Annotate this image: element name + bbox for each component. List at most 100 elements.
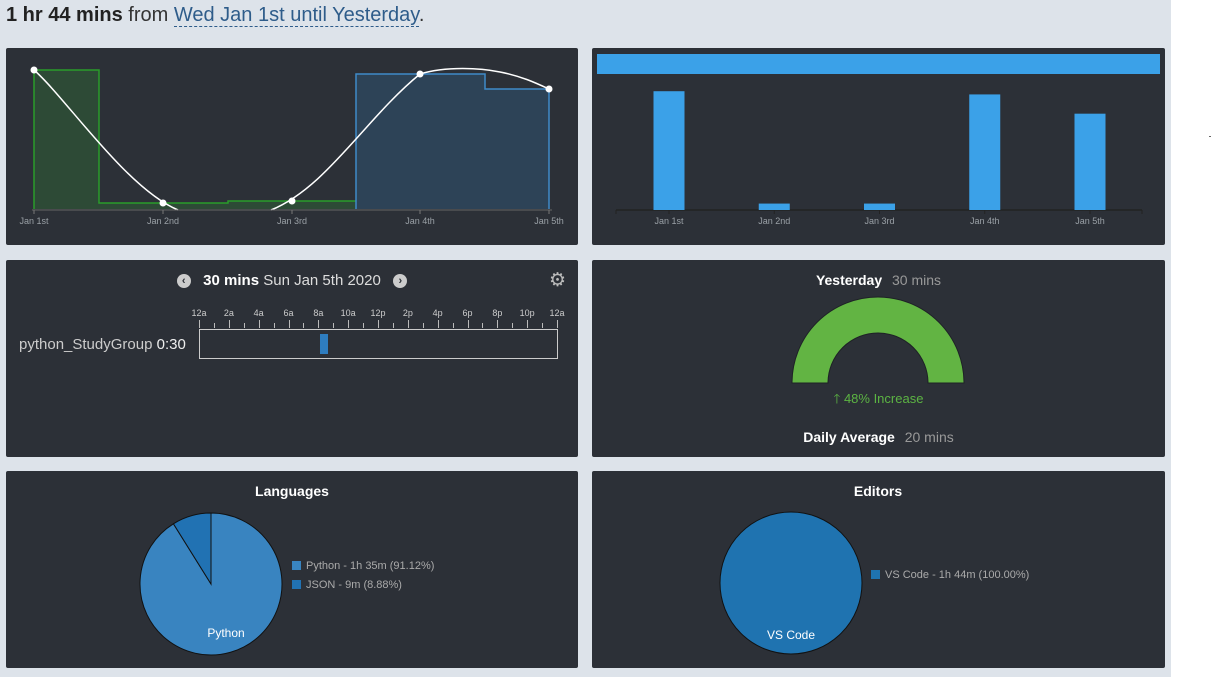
hour-label: 6a xyxy=(283,308,294,318)
change-text: 48% Increase xyxy=(843,391,924,406)
change-row: 🡑 48% Increase xyxy=(592,390,1165,412)
gauge-track xyxy=(792,297,964,383)
hour-tick xyxy=(527,320,529,328)
hour-axis: 12a 2a 4a 6a 8a 10a 12p 2p 4p 6p 8p 10p 12a xyxy=(191,308,565,330)
timeline-panel: ‹ 30 mins Sun Jan 5th 2020 › ⚙ 12a 2a 4a 6a… xyxy=(6,260,578,457)
hour-tick xyxy=(228,320,230,328)
gear-icon[interactable]: ⚙ xyxy=(549,270,567,291)
hour-label: 12p xyxy=(370,308,386,318)
daily-bar[interactable] xyxy=(969,94,1001,210)
daily-bar[interactable] xyxy=(653,91,685,210)
hour-tick xyxy=(557,320,558,328)
hour-label: 12a xyxy=(191,308,207,318)
summary-header: 1 hr 44 mins from Wed Jan 1st until Yest… xyxy=(6,4,424,27)
average-label: Daily Average xyxy=(803,429,895,445)
languages-slice-label: Python xyxy=(207,626,244,640)
activity-tick-label: Jan 3rd xyxy=(277,216,307,226)
from-text: from xyxy=(128,4,169,26)
period: . xyxy=(418,4,425,26)
hour-tick xyxy=(273,323,275,328)
activity-trend-line xyxy=(33,67,550,211)
chevron-right-icon[interactable]: › xyxy=(393,274,408,288)
hour-tick xyxy=(199,320,200,328)
hour-label: 4a xyxy=(253,308,264,318)
languages-title: Languages xyxy=(255,483,329,499)
activity-tick-label: Jan 1st xyxy=(19,216,49,226)
legend-swatch xyxy=(292,561,301,570)
bar-tick-label: Jan 3rd xyxy=(864,216,894,226)
legend-item-python[interactable]: Python - 1h 35m (91.12%) xyxy=(292,560,434,579)
daily-bar[interactable] xyxy=(758,203,790,210)
hour-label: 4p xyxy=(432,308,443,318)
yesterday-row: Yesterday 30 mins xyxy=(592,272,1165,288)
legend-swatch xyxy=(871,570,880,579)
legend-swatch xyxy=(292,580,301,589)
pie-slice-vs-code[interactable] xyxy=(719,511,863,655)
activity-chart-panel: Jan 1st Jan 2nd Jan 3rd Jan 4th Jan 5th xyxy=(6,48,578,245)
timeline-date: Sun Jan 5th 2020 xyxy=(263,272,381,289)
activity-point-jan2 xyxy=(159,199,167,207)
hour-tick xyxy=(422,323,424,328)
legend-text: VS Code - 1h 44m (100.00%) xyxy=(885,569,1030,581)
stray-mark xyxy=(1209,136,1211,137)
activity-point-jan5 xyxy=(545,85,553,93)
daily-bar[interactable] xyxy=(864,203,895,210)
hour-tick xyxy=(243,323,245,328)
hour-tick xyxy=(318,320,320,328)
total-time: 1 hr 44 mins xyxy=(6,4,123,26)
comparison-panel: Yesterday 30 mins 🡑 48% Increase Daily A… xyxy=(592,260,1165,457)
hour-tick xyxy=(333,323,335,328)
hour-label: 2p xyxy=(402,308,413,318)
project-name: python_StudyGroup xyxy=(19,336,153,353)
legend-item-vs-code[interactable]: VS Code - 1h 44m (100.00%) xyxy=(871,569,1029,588)
editors-slice-label: VS Code xyxy=(767,628,815,642)
hour-label: 10a xyxy=(340,308,356,318)
timeline-header: ‹ 30 mins Sun Jan 5th 2020 › xyxy=(6,272,578,289)
hour-tick xyxy=(303,323,305,328)
languages-legend: Python - 1h 35m (91.12%) JSON - 9m (8.88… xyxy=(292,560,434,598)
hour-tick xyxy=(437,320,439,328)
hour-tick xyxy=(258,320,260,328)
gauge-fill xyxy=(791,296,965,384)
hour-tick xyxy=(407,320,409,328)
hour-label: 6p xyxy=(462,308,473,318)
bar-tick-label: Jan 4th xyxy=(970,216,1000,226)
average-row: Daily Average 20 mins xyxy=(592,429,1165,445)
hour-tick xyxy=(452,323,454,328)
bars-top-strip xyxy=(597,54,1160,74)
hour-tick xyxy=(348,320,350,328)
editors-title: Editors xyxy=(853,483,903,499)
hour-tick xyxy=(482,323,484,328)
hour-label: 10p xyxy=(519,308,535,318)
pie-slice-json[interactable] xyxy=(172,512,212,586)
pie-slice-python[interactable] xyxy=(139,512,283,656)
activity-blue-step xyxy=(355,73,550,209)
hour-tick xyxy=(467,320,469,328)
bar-tick-label: Jan 1st xyxy=(654,216,684,226)
hour-tick xyxy=(497,320,499,328)
daily-bar-chart: Jan 1st Jan 2nd Jan 3rd Jan 4th Jan 5th xyxy=(597,54,1160,226)
gauge-chart xyxy=(791,296,965,384)
project-duration: 0:30 xyxy=(156,336,186,353)
date-range-link[interactable]: Wed Jan 1st until Yesterday xyxy=(173,4,419,27)
daily-bar[interactable] xyxy=(1074,113,1106,210)
project-row-label: python_StudyGroup 0:30 xyxy=(19,336,186,353)
languages-panel: Languages Python Python - 1h 35m (91.12%… xyxy=(6,471,578,668)
coding-session-segment[interactable] xyxy=(320,334,328,354)
chevron-left-icon[interactable]: ‹ xyxy=(176,274,191,288)
timeline-total: 30 mins xyxy=(203,272,260,289)
editors-legend: VS Code - 1h 44m (100.00%) xyxy=(871,569,1029,588)
hour-label: 2a xyxy=(223,308,234,318)
arrow-up-icon: 🡑 xyxy=(833,391,841,406)
average-value: 20 mins xyxy=(904,429,954,445)
editors-panel: Editors VS Code VS Code - 1h 44m (100.00… xyxy=(592,471,1165,668)
activity-chart: Jan 1st Jan 2nd Jan 3rd Jan 4th Jan 5th xyxy=(19,66,564,226)
hour-tick xyxy=(213,323,215,328)
yesterday-value: 30 mins xyxy=(892,272,942,288)
activity-point-jan4 xyxy=(416,70,424,78)
activity-point-jan3 xyxy=(288,197,296,205)
bar-tick-label: Jan 5th xyxy=(1075,216,1105,226)
bar-tick-label: Jan 2nd xyxy=(758,216,790,226)
legend-item-json[interactable]: JSON - 9m (8.88%) xyxy=(292,579,434,598)
hour-tick xyxy=(542,323,544,328)
